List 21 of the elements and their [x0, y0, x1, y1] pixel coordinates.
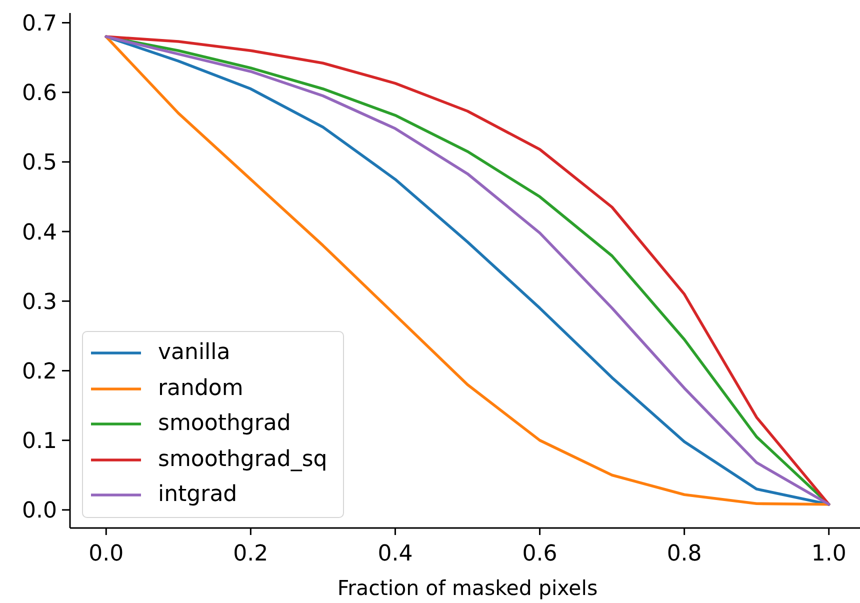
y-tick-label: 0.0 [22, 498, 57, 524]
y-tick-label: 0.7 [22, 12, 57, 37]
legend-label: vanilla [158, 340, 230, 366]
x-tick-label: 0.8 [666, 542, 702, 567]
x-tick-label: 0.0 [88, 542, 124, 567]
x-tick-label: 1.0 [811, 542, 846, 567]
y-tick-label: 0.2 [22, 360, 57, 385]
legend-label: smoothgrad [158, 411, 291, 438]
x-tick-label: 0.6 [522, 542, 558, 567]
x-axis-title: Fraction of masked pixels [337, 576, 598, 600]
legend-label: random [158, 376, 244, 402]
line-series [104, 35, 830, 506]
y-tick-label: 0.1 [22, 429, 57, 454]
x-tick-label: 0.2 [233, 542, 268, 567]
y-tick-label: 0.3 [22, 290, 57, 315]
y-tick-label: 0.4 [22, 220, 57, 246]
y-tick-label: 0.5 [22, 150, 57, 176]
legend-label: smoothgrad_sq [158, 446, 328, 473]
x-tick-label: 0.4 [378, 542, 413, 567]
legend-label: intgrad [158, 482, 238, 508]
y-tick-label: 0.6 [22, 81, 57, 106]
